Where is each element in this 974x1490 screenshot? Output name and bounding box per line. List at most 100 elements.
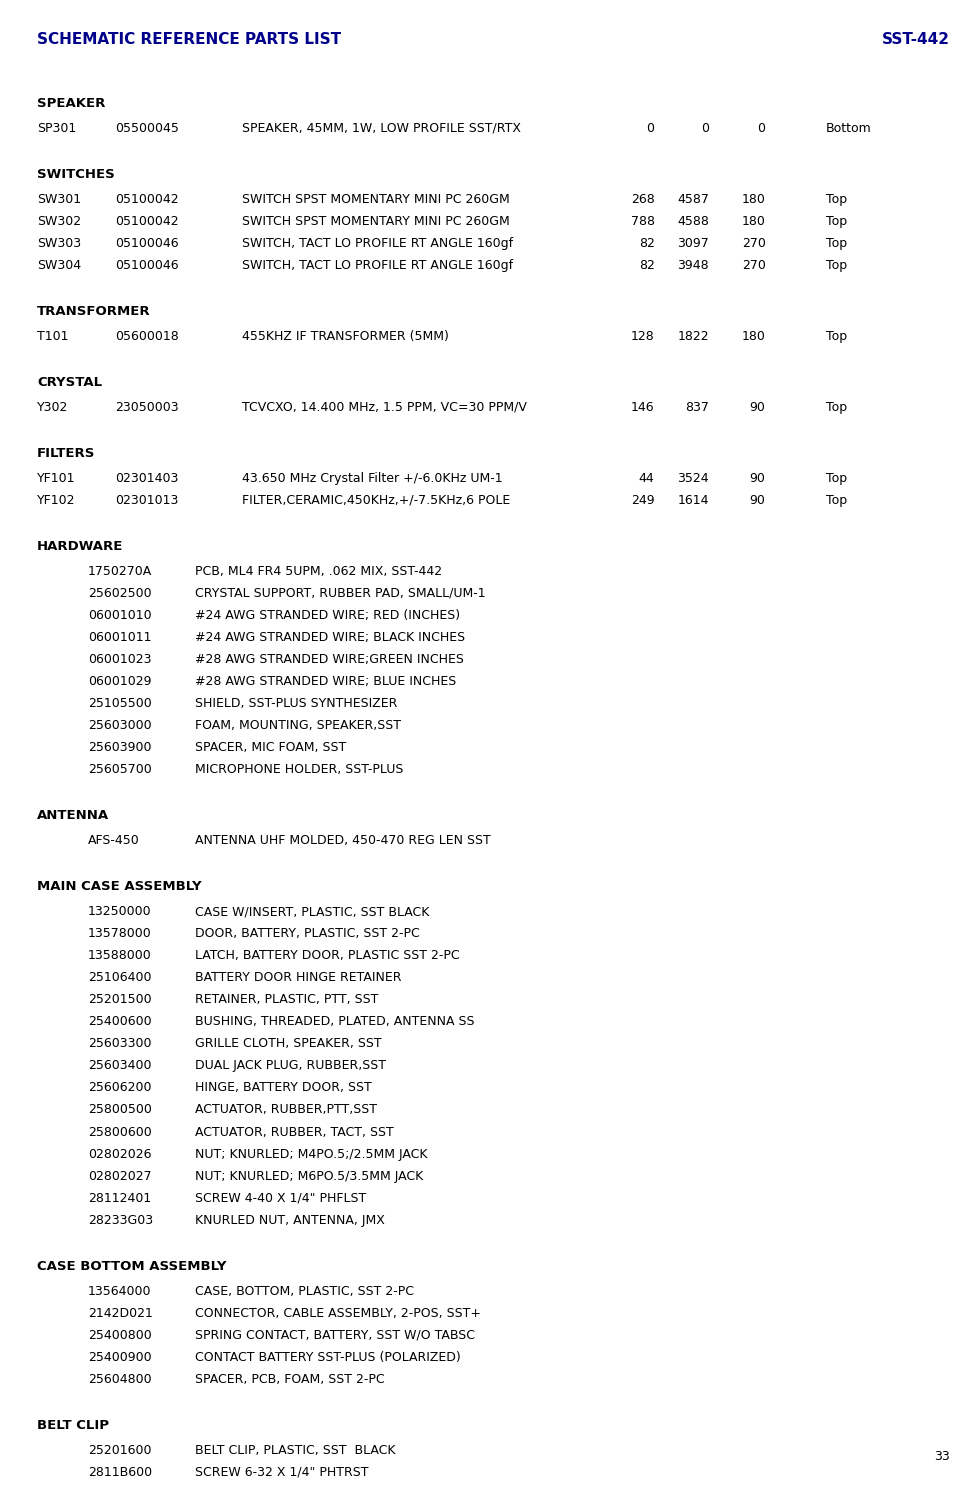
Text: 05500045: 05500045 <box>115 122 179 136</box>
Text: 28112401: 28112401 <box>88 1192 151 1205</box>
Text: 25800500: 25800500 <box>88 1104 152 1116</box>
Text: Top: Top <box>826 493 847 507</box>
Text: MAIN CASE ASSEMBLY: MAIN CASE ASSEMBLY <box>37 881 202 893</box>
Text: 25400900: 25400900 <box>88 1351 151 1363</box>
Text: 2142D021: 2142D021 <box>88 1307 153 1320</box>
Text: 13250000: 13250000 <box>88 904 151 918</box>
Text: 25603000: 25603000 <box>88 720 151 732</box>
Text: DUAL JACK PLUG, RUBBER,SST: DUAL JACK PLUG, RUBBER,SST <box>195 1059 386 1073</box>
Text: Top: Top <box>826 237 847 250</box>
Text: ACTUATOR, RUBBER, TACT, SST: ACTUATOR, RUBBER, TACT, SST <box>195 1125 393 1138</box>
Text: T101: T101 <box>37 329 68 343</box>
Text: 90: 90 <box>750 401 766 414</box>
Text: KNURLED NUT, ANTENNA, JMX: KNURLED NUT, ANTENNA, JMX <box>195 1214 385 1226</box>
Text: CASE W/INSERT, PLASTIC, SST BLACK: CASE W/INSERT, PLASTIC, SST BLACK <box>195 904 430 918</box>
Text: FILTER,CERAMIC,450KHz,+/-7.5KHz,6 POLE: FILTER,CERAMIC,450KHz,+/-7.5KHz,6 POLE <box>242 493 509 507</box>
Text: 0: 0 <box>701 122 709 136</box>
Text: BUSHING, THREADED, PLATED, ANTENNA SS: BUSHING, THREADED, PLATED, ANTENNA SS <box>195 1015 474 1028</box>
Text: SPACER, MIC FOAM, SST: SPACER, MIC FOAM, SST <box>195 741 346 754</box>
Text: SPRING CONTACT, BATTERY, SST W/O TABSC: SPRING CONTACT, BATTERY, SST W/O TABSC <box>195 1329 474 1342</box>
Text: 05600018: 05600018 <box>115 329 178 343</box>
Text: 25605700: 25605700 <box>88 763 151 776</box>
Text: 146: 146 <box>631 401 655 414</box>
Text: 43.650 MHz Crystal Filter +/-6.0KHz UM-1: 43.650 MHz Crystal Filter +/-6.0KHz UM-1 <box>242 472 503 484</box>
Text: 13564000: 13564000 <box>88 1284 151 1298</box>
Text: 02802026: 02802026 <box>88 1147 151 1161</box>
Text: SCREW 6-32 X 1/4" PHTRST: SCREW 6-32 X 1/4" PHTRST <box>195 1466 368 1480</box>
Text: Top: Top <box>826 329 847 343</box>
Text: FOAM, MOUNTING, SPEAKER,SST: FOAM, MOUNTING, SPEAKER,SST <box>195 720 400 732</box>
Text: FILTERS: FILTERS <box>37 447 95 460</box>
Text: SW303: SW303 <box>37 237 81 250</box>
Text: 268: 268 <box>631 192 655 206</box>
Text: 28233G03: 28233G03 <box>88 1214 153 1226</box>
Text: ANTENNA UHF MOLDED, 450-470 REG LEN SST: ANTENNA UHF MOLDED, 450-470 REG LEN SST <box>195 834 491 848</box>
Text: 05100042: 05100042 <box>115 215 178 228</box>
Text: CRYSTAL SUPPORT, RUBBER PAD, SMALL/UM-1: CRYSTAL SUPPORT, RUBBER PAD, SMALL/UM-1 <box>195 587 485 600</box>
Text: 44: 44 <box>639 472 655 484</box>
Text: 13578000: 13578000 <box>88 927 151 940</box>
Text: 33: 33 <box>934 1450 950 1463</box>
Text: #28 AWG STRANDED WIRE; BLUE INCHES: #28 AWG STRANDED WIRE; BLUE INCHES <box>195 675 456 688</box>
Text: 1750270A: 1750270A <box>88 565 152 578</box>
Text: Y302: Y302 <box>37 401 68 414</box>
Text: 25603300: 25603300 <box>88 1037 151 1050</box>
Text: NUT; KNURLED; M4PO.5;/2.5MM JACK: NUT; KNURLED; M4PO.5;/2.5MM JACK <box>195 1147 428 1161</box>
Text: HARDWARE: HARDWARE <box>37 539 124 553</box>
Text: #24 AWG STRANDED WIRE; RED (INCHES): #24 AWG STRANDED WIRE; RED (INCHES) <box>195 609 460 621</box>
Text: 90: 90 <box>750 493 766 507</box>
Text: 4588: 4588 <box>677 215 709 228</box>
Text: 180: 180 <box>741 215 766 228</box>
Text: MICROPHONE HOLDER, SST-PLUS: MICROPHONE HOLDER, SST-PLUS <box>195 763 403 776</box>
Text: PCB, ML4 FR4 5UPM, .062 MIX, SST-442: PCB, ML4 FR4 5UPM, .062 MIX, SST-442 <box>195 565 442 578</box>
Text: 25201500: 25201500 <box>88 994 151 1006</box>
Text: SWITCH SPST MOMENTARY MINI PC 260GM: SWITCH SPST MOMENTARY MINI PC 260GM <box>242 215 509 228</box>
Text: YF101: YF101 <box>37 472 76 484</box>
Text: BELT CLIP, PLASTIC, SST  BLACK: BELT CLIP, PLASTIC, SST BLACK <box>195 1444 395 1457</box>
Text: 25602500: 25602500 <box>88 587 151 600</box>
Text: Top: Top <box>826 192 847 206</box>
Text: CRYSTAL: CRYSTAL <box>37 375 102 389</box>
Text: SWITCH SPST MOMENTARY MINI PC 260GM: SWITCH SPST MOMENTARY MINI PC 260GM <box>242 192 509 206</box>
Text: SCREW 4-40 X 1/4" PHFLST: SCREW 4-40 X 1/4" PHFLST <box>195 1192 366 1205</box>
Text: SPEAKER, 45MM, 1W, LOW PROFILE SST/RTX: SPEAKER, 45MM, 1W, LOW PROFILE SST/RTX <box>242 122 520 136</box>
Text: 25105500: 25105500 <box>88 697 151 711</box>
Text: 788: 788 <box>630 215 655 228</box>
Text: 05100046: 05100046 <box>115 259 178 273</box>
Text: SWITCHES: SWITCHES <box>37 168 115 180</box>
Text: 3524: 3524 <box>678 472 709 484</box>
Text: TCVCXO, 14.400 MHz, 1.5 PPM, VC=30 PPM/V: TCVCXO, 14.400 MHz, 1.5 PPM, VC=30 PPM/V <box>242 401 526 414</box>
Text: RETAINER, PLASTIC, PTT, SST: RETAINER, PLASTIC, PTT, SST <box>195 994 378 1006</box>
Text: 90: 90 <box>750 472 766 484</box>
Text: 02301013: 02301013 <box>115 493 178 507</box>
Text: 0: 0 <box>647 122 655 136</box>
Text: 0: 0 <box>758 122 766 136</box>
Text: 25201600: 25201600 <box>88 1444 151 1457</box>
Text: 82: 82 <box>639 237 655 250</box>
Text: CONTACT BATTERY SST-PLUS (POLARIZED): CONTACT BATTERY SST-PLUS (POLARIZED) <box>195 1351 461 1363</box>
Text: 02301403: 02301403 <box>115 472 178 484</box>
Text: 2811B600: 2811B600 <box>88 1466 152 1480</box>
Text: SWITCH, TACT LO PROFILE RT ANGLE 160gf: SWITCH, TACT LO PROFILE RT ANGLE 160gf <box>242 237 512 250</box>
Text: Top: Top <box>826 215 847 228</box>
Text: 05100042: 05100042 <box>115 192 178 206</box>
Text: Bottom: Bottom <box>826 122 872 136</box>
Text: AFS-450: AFS-450 <box>88 834 139 848</box>
Text: TRANSFORMER: TRANSFORMER <box>37 305 151 317</box>
Text: 3097: 3097 <box>677 237 709 250</box>
Text: 25606200: 25606200 <box>88 1082 151 1095</box>
Text: LATCH, BATTERY DOOR, PLASTIC SST 2-PC: LATCH, BATTERY DOOR, PLASTIC SST 2-PC <box>195 949 460 963</box>
Text: Top: Top <box>826 259 847 273</box>
Text: SPEAKER: SPEAKER <box>37 97 105 110</box>
Text: 82: 82 <box>639 259 655 273</box>
Text: SWITCH, TACT LO PROFILE RT ANGLE 160gf: SWITCH, TACT LO PROFILE RT ANGLE 160gf <box>242 259 512 273</box>
Text: 249: 249 <box>631 493 655 507</box>
Text: 270: 270 <box>741 237 766 250</box>
Text: 06001029: 06001029 <box>88 675 151 688</box>
Text: 25400800: 25400800 <box>88 1329 151 1342</box>
Text: SW304: SW304 <box>37 259 81 273</box>
Text: YF102: YF102 <box>37 493 76 507</box>
Text: 455KHZ IF TRANSFORMER (5MM): 455KHZ IF TRANSFORMER (5MM) <box>242 329 448 343</box>
Text: SCHEMATIC REFERENCE PARTS LIST: SCHEMATIC REFERENCE PARTS LIST <box>37 31 341 48</box>
Text: 837: 837 <box>685 401 709 414</box>
